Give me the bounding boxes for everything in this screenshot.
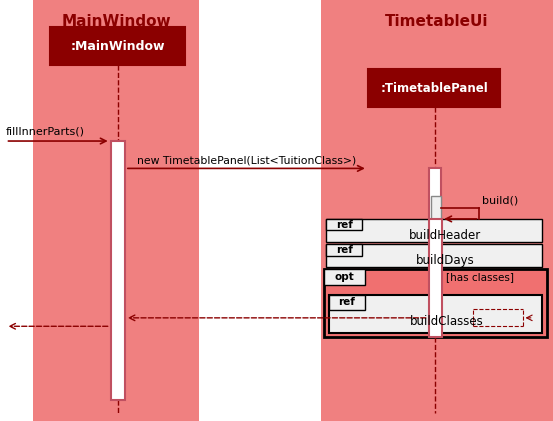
Text: buildClasses: buildClasses <box>410 315 483 328</box>
FancyBboxPatch shape <box>329 295 365 310</box>
Text: ref: ref <box>338 297 356 307</box>
FancyBboxPatch shape <box>321 0 553 421</box>
FancyBboxPatch shape <box>326 244 362 256</box>
FancyBboxPatch shape <box>431 196 441 221</box>
Text: ref: ref <box>336 220 353 230</box>
FancyBboxPatch shape <box>326 219 362 231</box>
FancyBboxPatch shape <box>326 244 542 267</box>
Text: fillInnerParts(): fillInnerParts() <box>6 127 85 137</box>
FancyBboxPatch shape <box>329 295 542 333</box>
FancyBboxPatch shape <box>33 0 199 421</box>
FancyBboxPatch shape <box>111 141 125 400</box>
Text: build(): build() <box>482 195 519 205</box>
Text: buildDays: buildDays <box>416 254 474 267</box>
FancyBboxPatch shape <box>368 69 500 107</box>
Text: new TimetablePanel(List<TuitionClass>): new TimetablePanel(List<TuitionClass>) <box>137 155 356 165</box>
Text: buildHeader: buildHeader <box>409 229 481 242</box>
FancyBboxPatch shape <box>429 168 441 269</box>
Text: :MainWindow: :MainWindow <box>70 40 165 53</box>
Text: MainWindow: MainWindow <box>61 13 171 29</box>
FancyBboxPatch shape <box>324 269 547 337</box>
FancyBboxPatch shape <box>326 219 542 242</box>
Text: :TimetablePanel: :TimetablePanel <box>380 82 488 95</box>
FancyBboxPatch shape <box>429 219 442 337</box>
Text: ref: ref <box>336 245 353 255</box>
FancyBboxPatch shape <box>324 269 365 285</box>
Text: [has classes]: [has classes] <box>446 272 514 282</box>
FancyBboxPatch shape <box>50 27 185 65</box>
Text: opt: opt <box>335 272 354 282</box>
Text: TimetableUi: TimetableUi <box>385 13 489 29</box>
